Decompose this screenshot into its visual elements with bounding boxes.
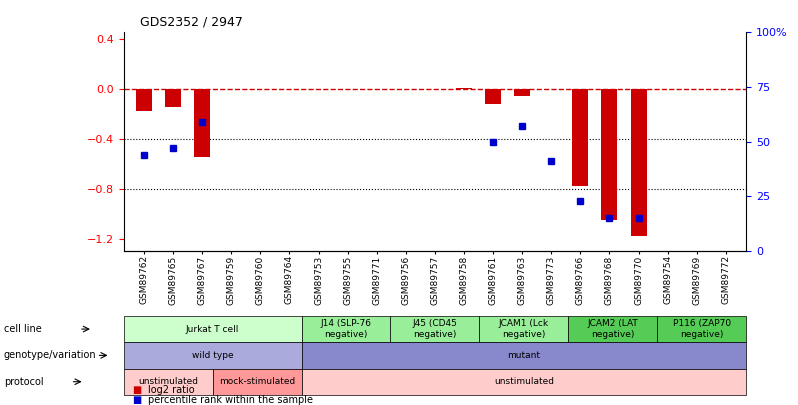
Text: protocol: protocol	[4, 377, 44, 387]
Text: percentile rank within the sample: percentile rank within the sample	[148, 395, 313, 405]
Text: cell line: cell line	[4, 324, 41, 334]
Text: log2 ratio: log2 ratio	[148, 385, 194, 395]
Text: ■: ■	[132, 385, 141, 395]
Bar	[485, 89, 501, 104]
Bar	[630, 89, 646, 236]
Bar	[456, 88, 472, 89]
Text: ■: ■	[132, 395, 141, 405]
Text: mutant: mutant	[508, 351, 540, 360]
Text: GDS2352 / 2947: GDS2352 / 2947	[140, 15, 243, 28]
Text: P116 (ZAP70
negative): P116 (ZAP70 negative)	[673, 320, 731, 339]
Bar	[194, 89, 210, 158]
Text: genotype/variation: genotype/variation	[4, 350, 97, 360]
Text: J14 (SLP-76
negative): J14 (SLP-76 negative)	[321, 320, 372, 339]
Text: Jurkat T cell: Jurkat T cell	[186, 324, 239, 334]
Text: JCAM2 (LAT
negative): JCAM2 (LAT negative)	[587, 320, 638, 339]
Bar	[165, 89, 181, 107]
Bar	[136, 89, 152, 111]
Text: mock-stimulated: mock-stimulated	[219, 377, 295, 386]
Text: JCAM1 (Lck
negative): JCAM1 (Lck negative)	[499, 320, 549, 339]
Text: unstimulated: unstimulated	[494, 377, 554, 386]
Bar	[514, 89, 530, 96]
Bar	[602, 89, 618, 220]
Text: J45 (CD45
negative): J45 (CD45 negative)	[413, 320, 457, 339]
Text: unstimulated: unstimulated	[138, 377, 198, 386]
Text: wild type: wild type	[192, 351, 234, 360]
Bar	[572, 89, 588, 186]
